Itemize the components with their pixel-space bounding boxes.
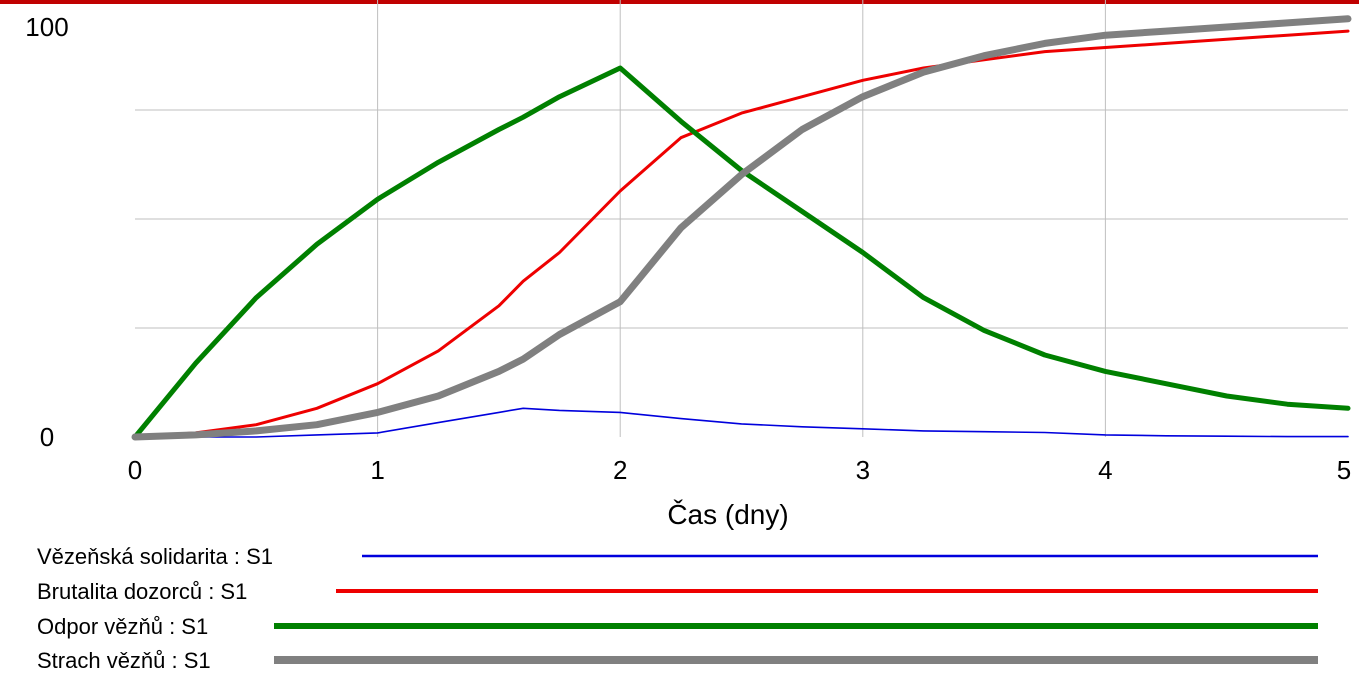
series-line-1 [134,407,1349,438]
legend-label: Vězeňská solidarita : S1 [37,544,273,569]
x-axis-ticks: 0 1 2 3 4 5 [128,455,1351,485]
x-tick-label: 0 [128,455,142,485]
data-series [131,15,1352,441]
legend-label: Strach vězňů : S1 [37,648,211,673]
y-axis-ticks: 0 100 [25,12,68,452]
legend: Vězeňská solidarita : S1 Brutalita dozorc… [37,544,1318,673]
x-tick-label: 4 [1098,455,1112,485]
y-tick-label: 0 [40,422,54,452]
x-tick-label: 1 [370,455,384,485]
x-axis-title: Čas (dny) [667,499,788,530]
x-tick-label: 5 [1337,455,1351,485]
y-tick-label: 100 [25,12,68,42]
series-line-3 [132,65,1351,440]
x-tick-label: 2 [613,455,627,485]
series-line-4 [131,15,1352,441]
legend-label: Odpor vězňů : S1 [37,614,208,639]
series-line-2 [133,29,1350,439]
gridlines [135,0,1348,437]
top-accent-rule [0,0,1359,4]
legend-label: Brutalita dozorců : S1 [37,579,247,604]
x-tick-label: 3 [856,455,870,485]
